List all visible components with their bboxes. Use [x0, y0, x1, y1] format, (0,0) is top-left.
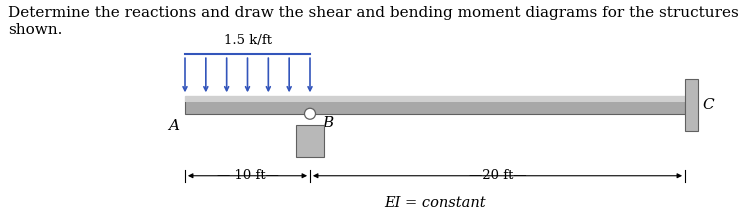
Bar	[685, 79, 698, 131]
Bar	[185, 96, 685, 101]
Circle shape	[305, 108, 315, 119]
Bar	[296, 125, 324, 157]
Text: B: B	[322, 116, 333, 130]
Text: —20 ft—: —20 ft—	[469, 169, 526, 182]
Text: EI = constant: EI = constant	[384, 196, 486, 210]
Text: — 10 ft—: — 10 ft—	[216, 169, 278, 182]
Text: 1.5 k/ft: 1.5 k/ft	[224, 34, 271, 47]
Text: Determine the reactions and draw the shear and bending moment diagrams for the s: Determine the reactions and draw the she…	[8, 6, 739, 20]
Text: C: C	[702, 98, 714, 112]
Bar	[185, 96, 685, 114]
Text: A: A	[168, 119, 179, 133]
Text: shown.: shown.	[8, 23, 63, 37]
